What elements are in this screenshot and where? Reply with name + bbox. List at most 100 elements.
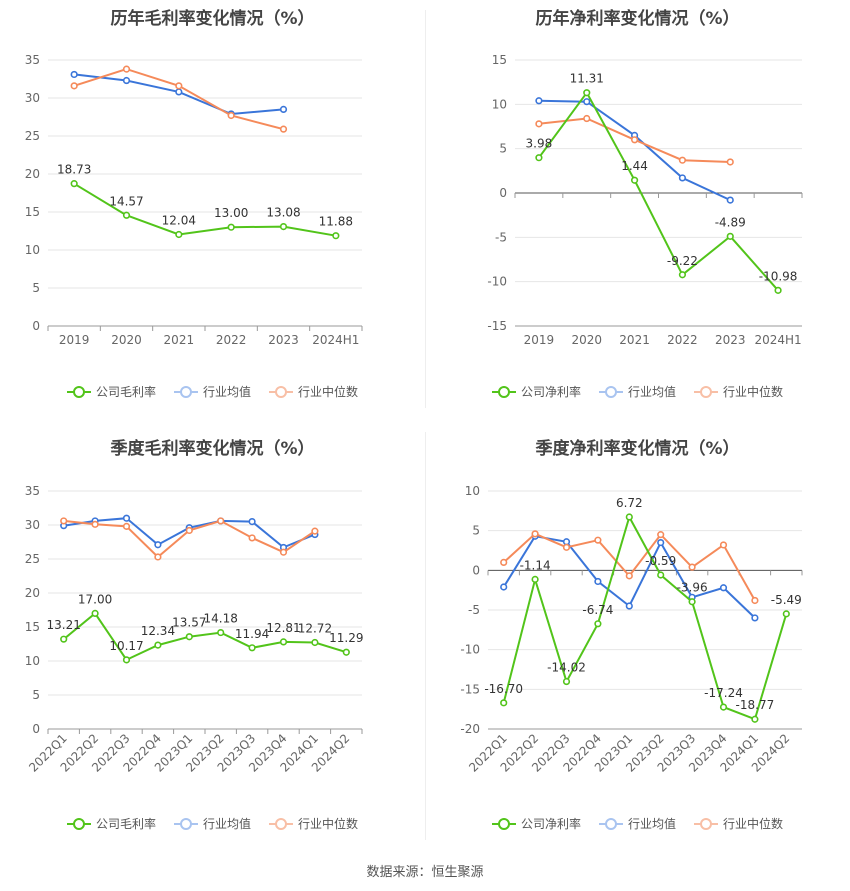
legend-item-company[interactable]: 公司毛利率 xyxy=(66,383,156,400)
data-label: -0.59 xyxy=(645,554,676,568)
data-point-median xyxy=(751,596,759,605)
data-label: 17.00 xyxy=(78,592,112,606)
x-tick-label: 2024H1 xyxy=(754,333,801,347)
data-point-company xyxy=(60,635,68,643)
data-point-avg xyxy=(279,105,288,113)
chart-legend: 公司毛利率 行业均值 行业中位数 xyxy=(0,383,425,400)
data-point-company xyxy=(594,620,602,628)
data-point-avg xyxy=(678,174,687,182)
data-label: 13.57 xyxy=(172,616,206,630)
data-point-median xyxy=(279,125,288,133)
data-point-avg xyxy=(719,584,728,592)
data-point-median xyxy=(122,65,131,73)
data-point-median xyxy=(562,543,571,551)
legend-item-company[interactable]: 公司净利率 xyxy=(491,815,581,832)
legend-item-median[interactable]: 行业中位数 xyxy=(269,815,358,832)
y-tick-label: 5 xyxy=(32,688,40,702)
legend-label: 行业中位数 xyxy=(723,385,784,399)
y-tick-label: 5 xyxy=(32,281,40,295)
legend-marker-icon xyxy=(173,385,198,398)
data-point-median xyxy=(688,563,696,571)
legend-item-company[interactable]: 公司毛利率 xyxy=(66,815,156,832)
data-point-median xyxy=(227,111,235,120)
data-source-note: 数据来源：恒生聚源 xyxy=(366,865,484,880)
legend-marker-icon xyxy=(694,817,718,830)
legend-marker-icon xyxy=(491,385,516,398)
data-label: 14.57 xyxy=(109,194,143,208)
data-point-avg xyxy=(175,88,183,96)
data-point-company xyxy=(217,628,225,637)
data-point-median xyxy=(154,553,162,561)
data-point-avg xyxy=(154,541,162,549)
chart-legend: 公司净利率 行业均值 行业中位数 xyxy=(425,383,850,400)
y-tick-label: 30 xyxy=(25,518,40,532)
data-point-median xyxy=(625,572,633,580)
legend-item-company[interactable]: 公司净利率 xyxy=(491,383,581,400)
panel-divider-top xyxy=(425,10,426,408)
legend-item-avg[interactable]: 行业均值 xyxy=(598,383,676,400)
data-point-avg xyxy=(122,76,131,85)
series-line-company xyxy=(538,90,779,292)
legend-item-avg[interactable]: 行业均值 xyxy=(173,815,251,832)
y-tick-label: -10 xyxy=(460,643,480,657)
data-point-median xyxy=(311,527,319,535)
data-point-median xyxy=(678,156,687,164)
legend-label: 行业均值 xyxy=(202,817,251,831)
y-tick-label: 25 xyxy=(25,129,40,143)
y-tick-label: 15 xyxy=(492,53,507,67)
data-point-avg xyxy=(500,583,508,591)
data-label: 12.72 xyxy=(298,622,332,636)
y-tick-label: 10 xyxy=(25,654,40,668)
y-tick-label: 15 xyxy=(25,620,40,634)
chart-legend: 公司毛利率 行业均值 行业中位数 xyxy=(0,815,425,832)
series-line-company xyxy=(502,514,788,721)
y-tick-label: 0 xyxy=(499,186,507,200)
quarterly-net-margin-chart: 季度净利率变化情况（%） -20 -15 -10 -5 0 5 10 2022Q1 2022Q2… xyxy=(425,430,850,850)
data-label: 11.88 xyxy=(319,215,353,229)
data-point-avg xyxy=(657,538,665,547)
legend-label: 行业均值 xyxy=(202,385,251,399)
data-label: 10.17 xyxy=(109,639,143,653)
y-tick-label: 25 xyxy=(25,552,40,566)
data-label: -14.02 xyxy=(547,661,586,675)
data-point-company xyxy=(154,641,162,649)
data-point-company xyxy=(535,154,543,162)
y-tick-label: 5 xyxy=(472,524,480,538)
data-point-company xyxy=(279,222,288,231)
data-point-median xyxy=(122,522,131,530)
data-label: 3.98 xyxy=(526,137,553,151)
data-point-company xyxy=(122,211,131,219)
data-label: 11.94 xyxy=(235,627,269,641)
data-label: 13.00 xyxy=(214,206,248,220)
data-point-median xyxy=(594,536,602,544)
data-label: -6.74 xyxy=(582,603,613,617)
data-point-avg xyxy=(535,97,543,105)
legend-label: 行业均值 xyxy=(627,385,676,399)
data-point-company xyxy=(782,610,790,618)
y-tick-label: 20 xyxy=(25,586,40,600)
legend-item-median[interactable]: 行业中位数 xyxy=(694,815,783,832)
data-label: -3.96 xyxy=(677,581,708,595)
chart-title: 历年净利率变化情况（%） xyxy=(535,9,740,29)
data-point-company xyxy=(311,638,319,647)
data-label: 1.44 xyxy=(621,159,648,173)
x-tick-label: 2022 xyxy=(216,333,247,347)
legend-label: 行业中位数 xyxy=(298,385,359,399)
data-point-company xyxy=(122,656,131,664)
legend-item-avg[interactable]: 行业均值 xyxy=(598,815,676,832)
data-point-median xyxy=(657,531,665,539)
chart-plot: 0 5 10 15 20 25 30 35 2019 2020 2021 2022 2023 2024H1… xyxy=(25,53,363,347)
legend-item-avg[interactable]: 行业均值 xyxy=(173,383,251,400)
data-label: -1.14 xyxy=(520,558,551,572)
y-tick-label: 35 xyxy=(25,484,40,498)
quarterly-gross-margin-chart: 季度毛利率变化情况（%） 0 5 10 15 20 25 30 35 2022Q1 2022Q2 2… xyxy=(0,430,425,850)
data-point-company xyxy=(562,677,571,686)
legend-item-median[interactable]: 行业中位数 xyxy=(694,383,783,400)
data-label: 13.21 xyxy=(47,618,81,632)
x-tick-label: 2024H1 xyxy=(312,333,359,347)
data-label: 14.18 xyxy=(204,612,238,626)
y-tick-label: -10 xyxy=(487,275,507,289)
x-tick-label: 2019 xyxy=(524,333,555,347)
data-point-company xyxy=(625,513,633,521)
legend-item-median[interactable]: 行业中位数 xyxy=(269,383,358,400)
